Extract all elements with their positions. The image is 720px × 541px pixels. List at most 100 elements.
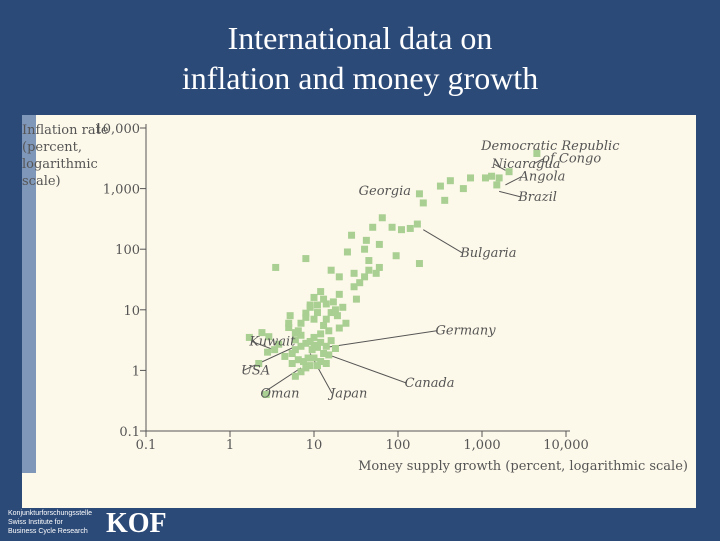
data-point — [488, 172, 496, 180]
data-point — [365, 266, 373, 274]
data-point — [505, 168, 513, 176]
chart-panel — [22, 115, 696, 508]
data-point — [313, 362, 321, 370]
data-point — [297, 319, 305, 327]
data-point — [245, 333, 253, 341]
x-tick-label: 10,000 — [543, 438, 589, 453]
tick-labels: 0.1 1 10 100 1,000 10,000 0.1 1 10 100 1,000 10,000 — [95, 122, 589, 453]
data-point — [392, 252, 400, 260]
data-point — [333, 312, 341, 320]
annotation-leaders — [242, 158, 545, 394]
data-point — [300, 358, 308, 366]
data-point — [302, 313, 310, 321]
annotation-label: Bulgaria — [459, 246, 516, 261]
data-point — [306, 303, 314, 311]
data-point — [281, 352, 289, 360]
data-point — [285, 319, 293, 327]
data-point — [493, 181, 501, 189]
axes — [140, 124, 570, 437]
data-point — [265, 333, 273, 341]
data-point — [272, 263, 280, 271]
data-point — [310, 341, 318, 349]
data-point — [325, 327, 333, 335]
data-point — [350, 269, 358, 277]
data-point — [291, 336, 299, 344]
data-point — [322, 315, 330, 323]
annotation-label: Kuwait — [248, 334, 296, 349]
data-point — [467, 174, 475, 182]
footer-org-line-3: Business Cycle Research — [8, 528, 88, 535]
data-point — [320, 322, 328, 330]
annotation-leader — [499, 190, 521, 198]
data-point — [297, 342, 305, 350]
data-point — [446, 177, 454, 185]
x-tick-label: 1,000 — [463, 438, 500, 453]
data-point — [308, 346, 316, 354]
data-point — [288, 350, 296, 358]
data-point — [356, 279, 364, 287]
data-point — [288, 359, 296, 367]
data-point — [306, 362, 314, 370]
data-point — [352, 295, 360, 303]
data-point — [436, 182, 444, 190]
data-point — [286, 312, 294, 320]
annotation-label: Brazil — [517, 190, 557, 205]
data-point — [313, 301, 321, 309]
data-point — [317, 338, 325, 346]
data-point — [327, 266, 335, 274]
data-point — [322, 359, 330, 367]
annotation-leader — [262, 367, 302, 394]
data-point — [441, 196, 449, 204]
data-point — [361, 273, 369, 281]
data-point — [343, 248, 351, 256]
annotation-leader — [505, 176, 522, 186]
annotation-leader — [493, 163, 506, 171]
data-point — [317, 330, 325, 338]
data-point — [331, 306, 339, 314]
y-axis-label-line: scale) — [22, 174, 61, 189]
y-tick-label: 10,000 — [95, 122, 141, 137]
data-point — [372, 269, 380, 277]
data-point — [415, 260, 423, 268]
annotation-label: Japan — [327, 386, 367, 401]
annotation-label: USA — [241, 364, 270, 379]
slide-title: International data on inflation and mone… — [0, 18, 720, 98]
y-axis-label-line: Inflation rate — [22, 123, 109, 138]
y-tick-label: 1,000 — [103, 183, 140, 198]
data-point — [533, 149, 541, 157]
data-point — [339, 303, 347, 311]
x-tick-label: 100 — [386, 438, 411, 453]
data-point — [335, 290, 343, 298]
data-point — [322, 300, 330, 308]
data-point — [291, 346, 299, 354]
x-tick-label: 1 — [226, 438, 234, 453]
data-point — [304, 354, 312, 362]
data-point — [302, 339, 310, 347]
data-point — [329, 298, 337, 306]
annotation-label: Georgia — [359, 184, 411, 199]
data-point — [327, 309, 335, 317]
x-tick-label: 0.1 — [136, 438, 157, 453]
data-point — [297, 331, 305, 339]
data-point — [362, 236, 370, 244]
data-point — [320, 295, 328, 303]
data-point — [322, 342, 330, 350]
footer-org-line-2: Swiss Institute for — [8, 519, 63, 526]
y-tick-label: 100 — [115, 243, 140, 258]
y-axis-label-line: (percent, — [22, 140, 82, 155]
data-point — [365, 257, 373, 265]
data-point — [264, 348, 272, 356]
data-point — [302, 364, 310, 372]
annotation-leader — [423, 229, 463, 254]
data-point — [415, 190, 423, 198]
data-point — [342, 319, 350, 327]
axis-labels: Money supply growth (percent, logarithmi… — [22, 123, 688, 474]
data-point — [313, 309, 321, 317]
slide-title-line-2: inflation and money growth — [181, 60, 539, 96]
y-tick-label: 10 — [123, 304, 140, 319]
data-point — [361, 245, 369, 253]
x-axis-label: Money supply growth (percent, logarithmi… — [358, 459, 688, 474]
annotation-label: Democratic Republic — [480, 139, 620, 154]
data-point — [369, 223, 377, 231]
